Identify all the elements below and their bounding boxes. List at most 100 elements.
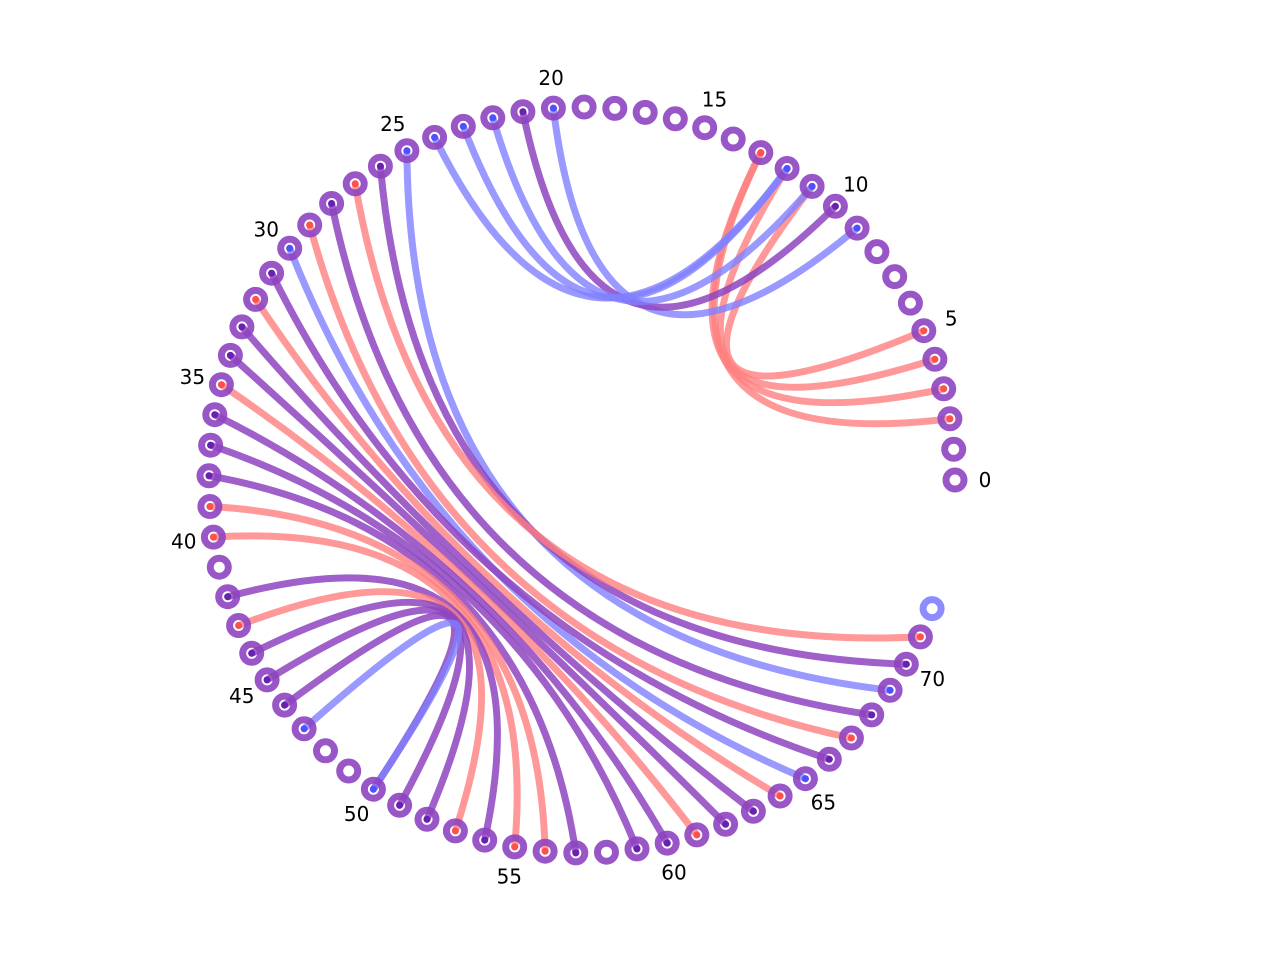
node-dot — [825, 755, 833, 763]
node-dot — [853, 224, 861, 232]
node-68 — [859, 702, 885, 728]
node-48 — [313, 738, 338, 764]
node-ring — [229, 314, 255, 340]
node-ring — [313, 738, 338, 764]
node-ring — [414, 806, 440, 832]
node-21 — [510, 99, 536, 125]
node-39 — [197, 494, 223, 519]
node-dot — [701, 124, 708, 131]
node-ring — [208, 372, 234, 398]
node-dot — [306, 221, 314, 229]
node-ring — [897, 290, 923, 316]
node-ring — [387, 792, 413, 818]
node-ring — [571, 94, 597, 120]
node-dot — [300, 725, 308, 733]
node-38 — [196, 463, 222, 489]
node-dot — [950, 446, 957, 453]
node-57 — [563, 840, 589, 866]
node-24 — [422, 124, 448, 150]
node-ring — [919, 596, 945, 622]
node-ring — [774, 156, 800, 181]
node-ring — [662, 106, 688, 132]
node-dot — [929, 605, 936, 612]
node-ring — [510, 99, 536, 125]
node-ring — [844, 215, 870, 241]
node-ring — [602, 95, 628, 121]
nodes-layer — [196, 94, 968, 866]
node-41 — [206, 554, 232, 580]
node-dot — [345, 768, 352, 774]
node-0 — [942, 467, 968, 493]
node-dot — [549, 104, 557, 112]
node-18 — [602, 95, 628, 121]
node-ring — [291, 716, 317, 742]
node-ring — [422, 124, 448, 150]
node-ring — [394, 138, 420, 164]
node-ring — [767, 783, 793, 809]
node-ring — [740, 798, 766, 824]
node-ring — [907, 624, 933, 650]
node-14 — [720, 126, 746, 152]
node-dot — [263, 676, 271, 684]
node-dot — [423, 815, 431, 823]
node-dot — [693, 831, 701, 839]
node-dot — [286, 244, 294, 252]
link-29-67 — [306, 221, 855, 742]
node-ring — [822, 193, 848, 219]
node-dot — [459, 122, 467, 130]
node-dot — [808, 182, 816, 190]
labels-layer: 0 5 10 15 20 25 30 35 40 45 50 55 60 65 70 — [171, 66, 991, 888]
link-37-59 — [207, 441, 641, 853]
node-ring — [654, 830, 680, 856]
node-label-55: 55 — [497, 864, 522, 888]
node-dot — [268, 269, 276, 277]
node-60 — [654, 830, 680, 856]
node-ring — [319, 191, 345, 216]
node-dot — [226, 351, 234, 359]
node-dot — [211, 411, 219, 419]
link-40-55 — [209, 532, 521, 851]
node-dot — [396, 801, 404, 809]
node-64 — [767, 783, 793, 809]
node-ring — [215, 584, 241, 610]
node-dot — [376, 162, 384, 170]
node-ring — [197, 494, 223, 519]
link-47-50 — [300, 619, 463, 793]
node-ring — [942, 467, 968, 493]
node-dot — [489, 114, 497, 122]
node-11 — [799, 173, 825, 199]
node-dot — [403, 147, 411, 155]
node-1 — [941, 436, 967, 462]
node-35 — [208, 372, 234, 398]
node-16 — [662, 106, 688, 132]
node-dot — [207, 441, 215, 449]
node-dot — [541, 847, 549, 855]
node-dot — [672, 115, 679, 122]
node-28 — [319, 191, 345, 216]
node-20 — [540, 95, 566, 121]
node-67 — [838, 725, 864, 751]
node-dot — [216, 564, 223, 571]
node-label-25: 25 — [380, 112, 405, 136]
node-dot — [952, 477, 958, 483]
node-dot — [431, 133, 439, 141]
node-ring — [748, 140, 774, 166]
node-dot — [940, 385, 948, 393]
node-22 — [480, 105, 506, 131]
node-dot — [920, 327, 928, 335]
node-ring — [799, 173, 825, 199]
link-35-61 — [217, 381, 701, 839]
node-dot — [847, 734, 855, 742]
node-ring — [202, 402, 228, 428]
link-34-62 — [226, 351, 730, 828]
node-label-60: 60 — [661, 860, 686, 884]
node-dot — [511, 843, 519, 851]
node-ring — [259, 260, 285, 286]
node-ring — [196, 463, 222, 489]
node-65 — [792, 766, 818, 792]
node-dot — [451, 827, 459, 835]
node-label-50: 50 — [344, 802, 369, 826]
node-dot — [757, 149, 765, 157]
node-ring — [198, 432, 224, 458]
node-15 — [692, 115, 718, 141]
